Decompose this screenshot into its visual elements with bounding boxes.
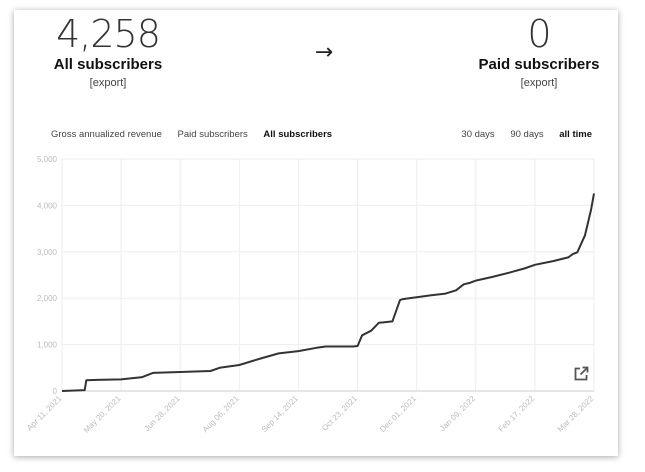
y-tick-label: 2,000 bbox=[37, 294, 58, 303]
export-all-subscribers-link[interactable]: [export] bbox=[89, 77, 127, 89]
export-paid-subscribers-link[interactable]: [export] bbox=[520, 77, 558, 89]
tab-30-days[interactable]: 30 days bbox=[461, 129, 495, 140]
x-tick-label: Dec 01, 2021 bbox=[378, 394, 418, 434]
external-link-icon[interactable] bbox=[573, 366, 589, 382]
paid-subscribers-count: 0 bbox=[527, 12, 551, 56]
subscribers-line-chart: 0 1,000 2,000 3,000 4,000 5,000 Apr 11, 2021 Ma… bbox=[25, 155, 596, 435]
tab-90-days[interactable]: 90 days bbox=[510, 129, 544, 140]
metric-tabs: Gross annualized revenue Paid subscriber… bbox=[51, 129, 345, 140]
right-arrow-icon: → bbox=[314, 40, 334, 65]
y-tick-label: 3,000 bbox=[37, 248, 58, 257]
x-tick-label: Mar 28, 2022 bbox=[556, 394, 596, 434]
all-subscribers-stat: 4,258 All subscribers [export] bbox=[38, 14, 178, 89]
all-subscribers-count: 4,258 bbox=[56, 12, 161, 56]
x-tick-label: Jun 28, 2021 bbox=[143, 394, 182, 433]
x-tick-label: Feb 17, 2022 bbox=[497, 394, 537, 434]
x-tick-label: May 20, 2021 bbox=[82, 394, 123, 435]
x-tick-label: Sep 14, 2021 bbox=[260, 394, 300, 434]
x-tick-label: Oct 23, 2021 bbox=[320, 394, 359, 433]
paid-subscribers-label: Paid subscribers bbox=[478, 56, 600, 73]
y-tick-label: 1,000 bbox=[37, 341, 58, 350]
x-tick-label: Jan 09, 2022 bbox=[438, 394, 477, 433]
paid-subscribers-stat: 0 Paid subscribers [export] bbox=[468, 14, 610, 89]
series-line bbox=[61, 193, 595, 392]
tab-paid-subscribers[interactable]: Paid subscribers bbox=[177, 129, 248, 140]
range-tabs: 30 days 90 days all time bbox=[448, 129, 592, 140]
x-tick-label: Apr 11, 2021 bbox=[25, 394, 64, 433]
all-subscribers-label: All subscribers bbox=[53, 56, 163, 73]
tab-all-subscribers[interactable]: All subscribers bbox=[263, 129, 333, 140]
y-tick-label: 4,000 bbox=[37, 201, 58, 210]
y-tick-label: 0 bbox=[53, 387, 58, 396]
tab-gross-annualized-revenue[interactable]: Gross annualized revenue bbox=[51, 129, 162, 140]
x-tick-label: Aug 06, 2021 bbox=[201, 394, 241, 434]
stats-card: 4,258 All subscribers [export] → 0 Paid … bbox=[14, 10, 618, 456]
tab-all-time[interactable]: all time bbox=[559, 129, 592, 140]
y-tick-label: 5,000 bbox=[37, 155, 58, 164]
